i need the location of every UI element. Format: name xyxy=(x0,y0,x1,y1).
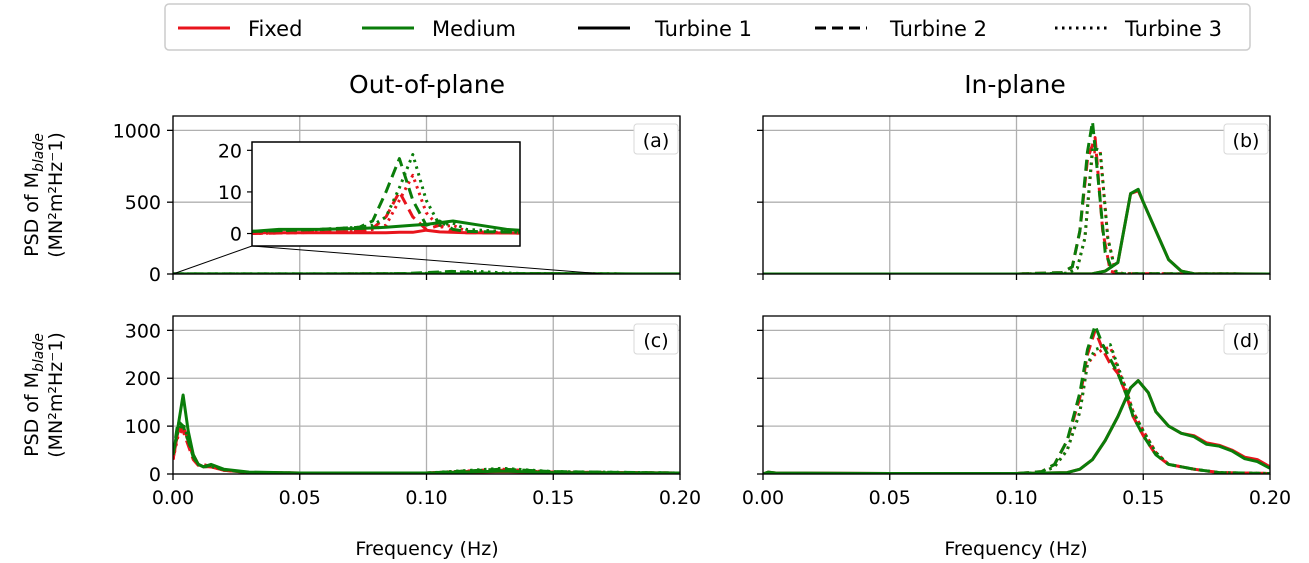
panel-d-tag-box xyxy=(1223,323,1269,355)
ylabel-bottom-sub: blade xyxy=(31,333,47,372)
panel-d-series-5 xyxy=(763,343,1270,474)
ylabel-bottom-line1: PSD of Mblade xyxy=(21,333,47,457)
panel-c-ytick-label-0: 0 xyxy=(149,464,161,486)
ylabel-top-main: PSD of M xyxy=(21,172,43,257)
panel-c-xtick-label-0: 0.00 xyxy=(152,487,194,509)
legend-label-0: Fixed xyxy=(248,17,302,41)
ylabel-bottom-units-group: (MN²m²Hz⁻1) xyxy=(45,332,67,458)
panel-c-xtick-label-3: 0.15 xyxy=(532,487,574,509)
legend: Fixed Medium Turbine 1 Turbine 2 Turbine 3 xyxy=(164,3,1251,51)
panel-c-ytick-label-3: 300 xyxy=(125,320,161,342)
legend-label-2: Turbine 1 xyxy=(654,17,752,41)
panel-a: 0 500 1000 (a) 0 10 20 xyxy=(113,115,681,286)
panel-b-series-4 xyxy=(763,120,1270,274)
inset-ytick-label-0: 0 xyxy=(230,224,242,246)
panel-c-tag-box xyxy=(633,323,679,355)
panel-b-tag: (b) xyxy=(1233,130,1260,152)
panel-a-ytick-label-2: 1000 xyxy=(113,120,161,142)
panel-c-xtick-label-4: 0.20 xyxy=(659,487,701,509)
inset-ytick-label-2: 20 xyxy=(218,140,242,162)
panel-c-series-5 xyxy=(173,422,680,474)
panel-c-ytick-label-1: 100 xyxy=(125,416,161,438)
panel-d-xtick-label-0: 0.00 xyxy=(742,487,784,509)
ylabel-bottom-units: (MN²m²Hz⁻1) xyxy=(45,332,67,458)
inset-connector-left xyxy=(172,245,253,275)
panel-d-xtick-label-4: 0.20 xyxy=(1249,487,1291,509)
panel-a-ytick-label-1: 500 xyxy=(125,192,161,214)
panel-d: 0.00 0.05 0.10 0.15 0.20 (d) xyxy=(742,315,1291,509)
panel-a-tag-box xyxy=(633,123,679,155)
title-in-plane: In-plane xyxy=(964,70,1066,99)
panel-b-series-1 xyxy=(763,136,1270,274)
panel-c-xtick-label-1: 0.05 xyxy=(279,487,321,509)
title-out-of-plane: Out-of-plane xyxy=(349,70,505,99)
inset-series-1 xyxy=(252,190,520,235)
panel-c: 0.00 0.05 0.10 0.15 0.20 0 100 200 300 (c) xyxy=(125,315,701,509)
ylabel-top-units: (MN²m²Hz⁻1) xyxy=(45,132,67,258)
inset: 0 10 20 xyxy=(172,140,604,275)
inset-connector-right xyxy=(251,245,604,275)
panel-a-ytick-label-0: 0 xyxy=(149,264,161,286)
panel-c-xtick-label-2: 0.10 xyxy=(405,487,447,509)
panel-a-tag: (a) xyxy=(643,130,669,152)
legend-label-1: Medium xyxy=(432,17,516,41)
inset-ytick-label-1: 10 xyxy=(218,182,242,204)
legend-label-3: Turbine 2 xyxy=(889,17,987,41)
ylabel-top: PSD of Mblade xyxy=(21,133,47,257)
panel-d-xtick-label-2: 0.10 xyxy=(995,487,1037,509)
inset-series-4 xyxy=(252,157,520,234)
inset-series-2 xyxy=(252,173,520,235)
panel-b-tag-box xyxy=(1223,123,1269,155)
panel-c-ytick-label-2: 200 xyxy=(125,368,161,390)
inset-border xyxy=(251,141,521,247)
ylabel-top-line1: PSD of Mblade xyxy=(21,133,47,257)
xlabel-left: Frequency (Hz) xyxy=(355,538,498,560)
panel-b: (b) xyxy=(757,115,1271,280)
ylabel-bottom-main: PSD of M xyxy=(21,372,43,457)
legend-frame xyxy=(164,3,1251,51)
panel-d-tag: (d) xyxy=(1233,330,1260,352)
inset-series xyxy=(252,153,520,235)
ylabel-top-units-group: (MN²m²Hz⁻1) xyxy=(45,132,67,258)
panel-d-xtick-label-3: 0.15 xyxy=(1122,487,1164,509)
panel-d-xtick-label-1: 0.05 xyxy=(869,487,911,509)
panel-c-tag: (c) xyxy=(643,330,668,352)
xlabel-right: Frequency (Hz) xyxy=(944,538,1087,560)
panel-c-series xyxy=(173,393,680,474)
ylabel-top-sub: blade xyxy=(31,133,47,172)
legend-label-4: Turbine 3 xyxy=(1124,17,1222,41)
ylabel-bottom: PSD of Mblade xyxy=(21,333,47,457)
